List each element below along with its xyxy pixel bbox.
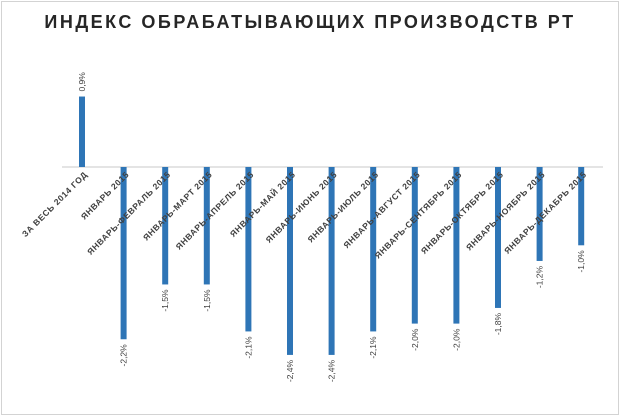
bar <box>328 167 335 355</box>
data-label: -2,1% <box>368 336 378 359</box>
data-label: -2,0% <box>410 328 420 351</box>
data-label: -1,8% <box>493 313 503 336</box>
bar <box>411 167 418 324</box>
bar <box>120 167 127 340</box>
category-label: ЯНВАРЬ-ИЮНЬ 2015 <box>264 169 339 244</box>
category-label: ЯНВАРЬ-ФЕВРАЛЬ 2015 <box>85 169 172 256</box>
data-label: 0,9% <box>77 72 87 92</box>
data-label: -1,5% <box>202 289 212 312</box>
chart-title: ИНДЕКС ОБРАБАТЫВАЮЩИХ ПРОИЗВОДСТВ РТ <box>44 12 576 32</box>
data-label: -2,4% <box>327 359 337 382</box>
data-label: -2,0% <box>451 328 461 351</box>
data-label: -1,0% <box>576 250 586 273</box>
data-label: -2,1% <box>243 336 253 359</box>
category-label: ЯНВАРЬ-ОКТЯБРЬ 2015 <box>419 169 506 256</box>
category-label: ЯНВАРЬ-АВГУСТ 2015 <box>341 169 422 250</box>
category-label: ЯНВАРЬ-МАРТ 2015 <box>141 169 214 242</box>
bar <box>495 167 501 308</box>
category-label: ЯНВАРЬ-АПРЕЛЬ 2015 <box>174 169 256 251</box>
category-label: ЯНВАРЬ-ИЮЛЬ 2015 <box>306 169 381 244</box>
category-label: ЯНВАРЬ-СЕНТЯБРЬ 2015 <box>373 169 464 260</box>
bar <box>162 167 169 285</box>
data-label: -1,5% <box>160 289 170 312</box>
bar <box>79 96 85 167</box>
bar <box>578 167 585 246</box>
data-label: -2,2% <box>119 344 129 367</box>
category-label: ЗА ВЕСЬ 2014 ГОД <box>20 169 90 239</box>
bar <box>536 167 543 261</box>
bar <box>203 167 210 285</box>
bar <box>245 167 252 332</box>
bar <box>453 167 460 324</box>
data-label: -1,2% <box>535 266 545 289</box>
category-label: ЯНВАРЬ-ДЕКАБРЬ 2015 <box>502 169 588 255</box>
bar <box>370 167 377 332</box>
category-label: ЯНВАРЬ-НОЯБРЬ 2015 <box>464 169 547 252</box>
bar <box>287 167 293 355</box>
data-label: -2,4% <box>285 359 295 382</box>
